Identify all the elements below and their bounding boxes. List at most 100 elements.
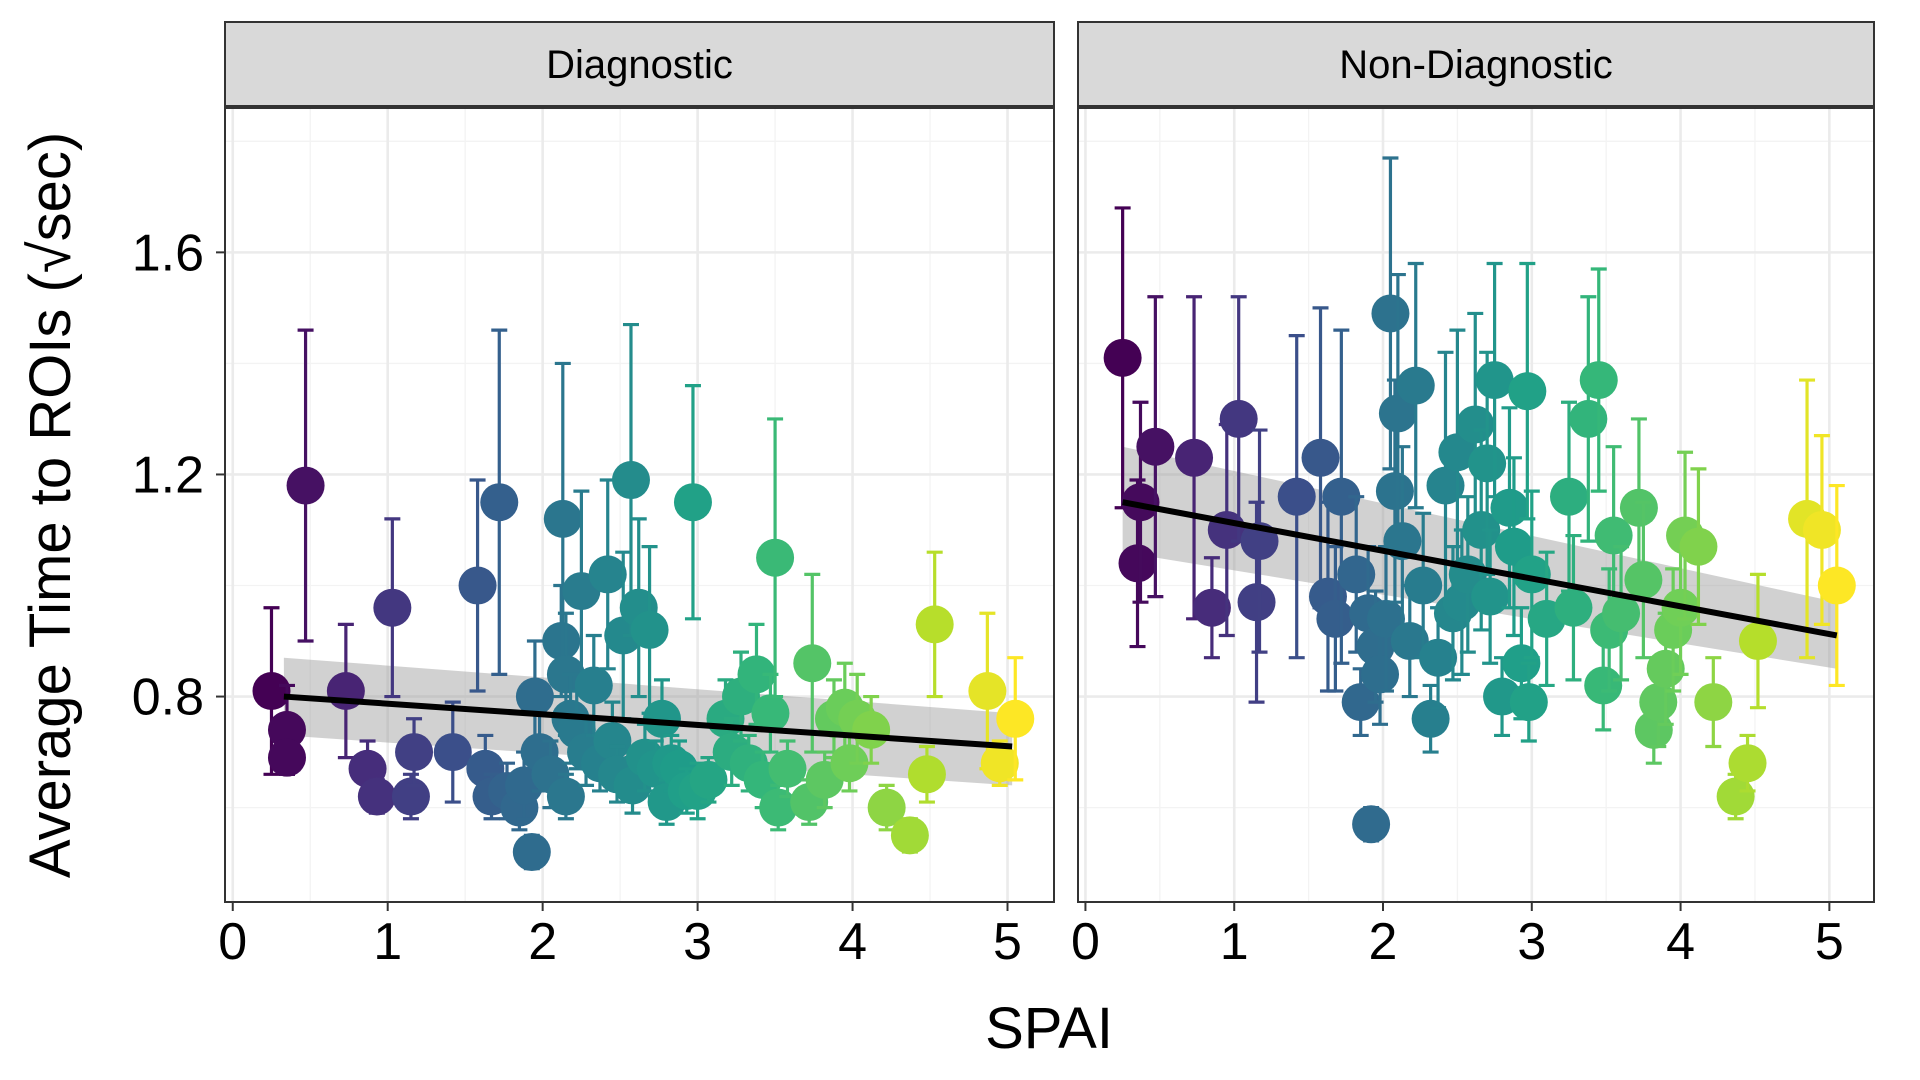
data-point — [546, 777, 585, 816]
data-point — [1277, 477, 1316, 516]
panel-frame — [224, 107, 1055, 903]
data-point — [1584, 666, 1623, 705]
data-point — [1375, 472, 1414, 511]
data-point — [1579, 361, 1618, 400]
data-point — [1679, 527, 1718, 566]
strip-background — [1077, 21, 1875, 107]
data-point — [1646, 649, 1685, 688]
data-point — [1426, 466, 1465, 505]
point-group — [1322, 328, 1361, 665]
point-group — [1716, 772, 1755, 821]
data-point — [267, 710, 306, 749]
gridlines — [225, 108, 1054, 902]
data-point — [642, 699, 681, 738]
data-point — [1694, 683, 1733, 722]
data-point — [373, 588, 412, 627]
data-points — [252, 322, 1035, 872]
point-group — [1404, 511, 1443, 660]
y-axis-ticks: 0.8 1.2 1.6 — [132, 224, 225, 727]
strip-background — [224, 21, 1055, 107]
point-group — [1549, 400, 1588, 593]
data-point — [458, 566, 497, 605]
data-point — [1136, 427, 1175, 466]
point-group — [1694, 656, 1733, 749]
point-group — [1471, 528, 1510, 665]
data-point — [252, 672, 291, 711]
data-point — [1639, 683, 1678, 722]
data-point — [890, 816, 929, 855]
data-point — [630, 610, 669, 649]
x-tick-label: 5 — [993, 913, 1022, 971]
point-group — [1396, 261, 1435, 510]
data-point — [1404, 566, 1443, 605]
data-point — [1366, 599, 1405, 638]
x-tick-label: 1 — [373, 913, 402, 971]
data-point — [1396, 366, 1435, 405]
data-point — [1341, 683, 1380, 722]
data-point — [286, 466, 325, 505]
data-point — [1411, 699, 1450, 738]
regression-line — [283, 693, 1013, 750]
data-point — [1175, 438, 1214, 477]
point-group — [391, 772, 430, 821]
x-tick-label: 0 — [1071, 913, 1100, 971]
point-group — [1240, 428, 1279, 654]
point-group — [1738, 572, 1777, 710]
point-group — [756, 417, 795, 699]
data-point — [1471, 577, 1510, 616]
data-point — [543, 499, 582, 538]
data-point — [915, 605, 954, 644]
point-group — [357, 777, 396, 816]
point-group — [1366, 545, 1405, 693]
point-group — [512, 833, 551, 872]
data-point — [1237, 583, 1276, 622]
point-group — [915, 550, 954, 699]
data-point — [793, 644, 832, 683]
point-group — [1175, 295, 1214, 621]
data-point — [1509, 683, 1548, 722]
point-group — [1136, 295, 1175, 599]
data-point — [1569, 399, 1608, 438]
data-point — [1438, 433, 1477, 472]
point-group — [1301, 306, 1340, 610]
panel-diagnostic: Diagnostic — [224, 21, 1055, 903]
point-group — [673, 384, 712, 621]
point-group — [768, 739, 807, 799]
panel-frame — [1077, 107, 1875, 903]
point-group — [1352, 805, 1391, 844]
data-point — [395, 733, 434, 772]
point-group — [433, 700, 472, 804]
point-group — [286, 328, 325, 643]
trend-line — [1122, 499, 1838, 639]
point-group — [1475, 261, 1514, 499]
data-point — [574, 666, 613, 705]
point-group — [793, 572, 832, 754]
data-point — [907, 755, 946, 794]
data-point — [737, 655, 776, 694]
trend-line — [283, 693, 1013, 750]
data-point — [1716, 777, 1755, 816]
point-group — [1679, 467, 1718, 626]
point-group — [1624, 500, 1663, 660]
data-point — [1192, 588, 1231, 627]
data-point — [1352, 805, 1391, 844]
y-tick-label: 0.8 — [132, 669, 204, 727]
point-group — [1192, 556, 1231, 660]
point-group — [1508, 261, 1547, 521]
point-group — [252, 606, 291, 776]
data-point — [867, 788, 906, 827]
data-point — [1802, 510, 1841, 549]
point-group — [1728, 733, 1767, 793]
y-tick-label: 1.2 — [132, 446, 204, 504]
x-tick-label: 3 — [683, 913, 712, 971]
x-tick-label: 2 — [1369, 913, 1398, 971]
data-point — [1361, 655, 1400, 694]
data-point — [391, 777, 430, 816]
data-point — [768, 749, 807, 788]
x-tick-label: 1 — [1220, 913, 1249, 971]
data-point — [593, 721, 632, 760]
point-group — [480, 328, 519, 676]
data-point — [689, 760, 728, 799]
